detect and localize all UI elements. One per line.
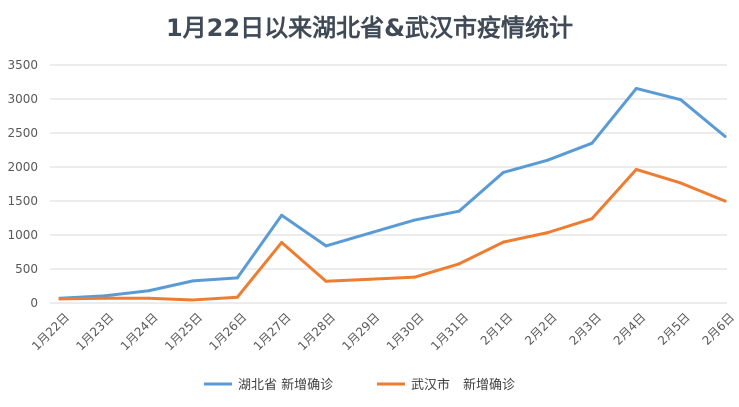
y-tick-label: 2500 [7, 126, 38, 140]
data-point [235, 295, 239, 299]
data-point [723, 134, 727, 138]
data-point [147, 289, 151, 293]
y-tick-label: 1000 [7, 228, 38, 242]
y-tick-label: 3000 [7, 92, 38, 106]
data-point [324, 244, 328, 248]
legend-label-1: 武汉市 新增确诊 [411, 377, 515, 393]
data-point [147, 296, 151, 300]
series-line-0 [58, 86, 727, 300]
data-point [546, 231, 550, 235]
x-tick-label: 2月6日 [699, 310, 737, 348]
y-tick-label: 2000 [7, 160, 38, 174]
y-tick-label: 0 [30, 296, 38, 310]
data-point [368, 231, 372, 235]
data-point [546, 158, 550, 162]
legend-label-0: 湖北省 新增确诊 [238, 377, 333, 393]
data-point [191, 279, 195, 283]
x-axis-ticks: 1月22日 1月23日 1月24日 1月25日 1月26日 1月27日 1月28日 1月29日… [29, 310, 737, 353]
x-tick-label: 2月5日 [655, 310, 693, 348]
series-line-1 [58, 167, 727, 302]
y-tick-label: 3500 [7, 58, 38, 72]
x-tick-label: 1月23日 [73, 310, 116, 353]
data-point [413, 218, 417, 222]
series-lines [58, 86, 727, 302]
data-point [324, 279, 328, 283]
x-tick-label: 2月3日 [566, 310, 604, 348]
x-tick-label: 1月26日 [206, 310, 249, 353]
x-tick-label: 2月1日 [478, 310, 516, 348]
data-point [102, 296, 106, 300]
gridlines [50, 64, 727, 304]
y-tick-label: 500 [15, 262, 38, 276]
y-axis-ticks: 0 500 1000 1500 2000 2500 3000 3500 [7, 58, 38, 310]
data-point [457, 262, 461, 266]
x-tick-label: 2月4日 [611, 310, 649, 348]
data-point [413, 275, 417, 279]
x-tick-label: 1月29日 [339, 310, 382, 353]
data-point [590, 141, 594, 145]
data-point [723, 199, 727, 203]
x-tick-label: 1月27日 [251, 310, 294, 353]
x-tick-label: 1月28日 [295, 310, 338, 353]
x-tick-label: 1月24日 [118, 310, 161, 353]
data-point [634, 167, 638, 171]
data-point [191, 298, 195, 302]
x-tick-label: 1月25日 [162, 310, 205, 353]
x-tick-label: 2月2日 [522, 310, 560, 348]
data-point [501, 170, 505, 174]
data-point [280, 240, 284, 244]
x-tick-label: 1月22日 [29, 310, 72, 353]
data-point [102, 294, 106, 298]
x-tick-label: 1月30日 [384, 310, 427, 353]
data-point [368, 277, 372, 281]
data-point [634, 86, 638, 90]
legend: 湖北省 新增确诊 武汉市 新增确诊 [204, 377, 515, 393]
data-point [58, 297, 62, 301]
data-point [679, 98, 683, 102]
data-point [457, 209, 461, 213]
chart-title: 1月22日以来湖北省&武汉市疫情统计 [165, 14, 574, 42]
data-point [235, 276, 239, 280]
data-point [280, 213, 284, 217]
data-point [501, 240, 505, 244]
y-tick-label: 1500 [7, 194, 38, 208]
data-point [679, 181, 683, 185]
x-tick-label: 1月31日 [428, 310, 471, 353]
data-point [590, 217, 594, 221]
